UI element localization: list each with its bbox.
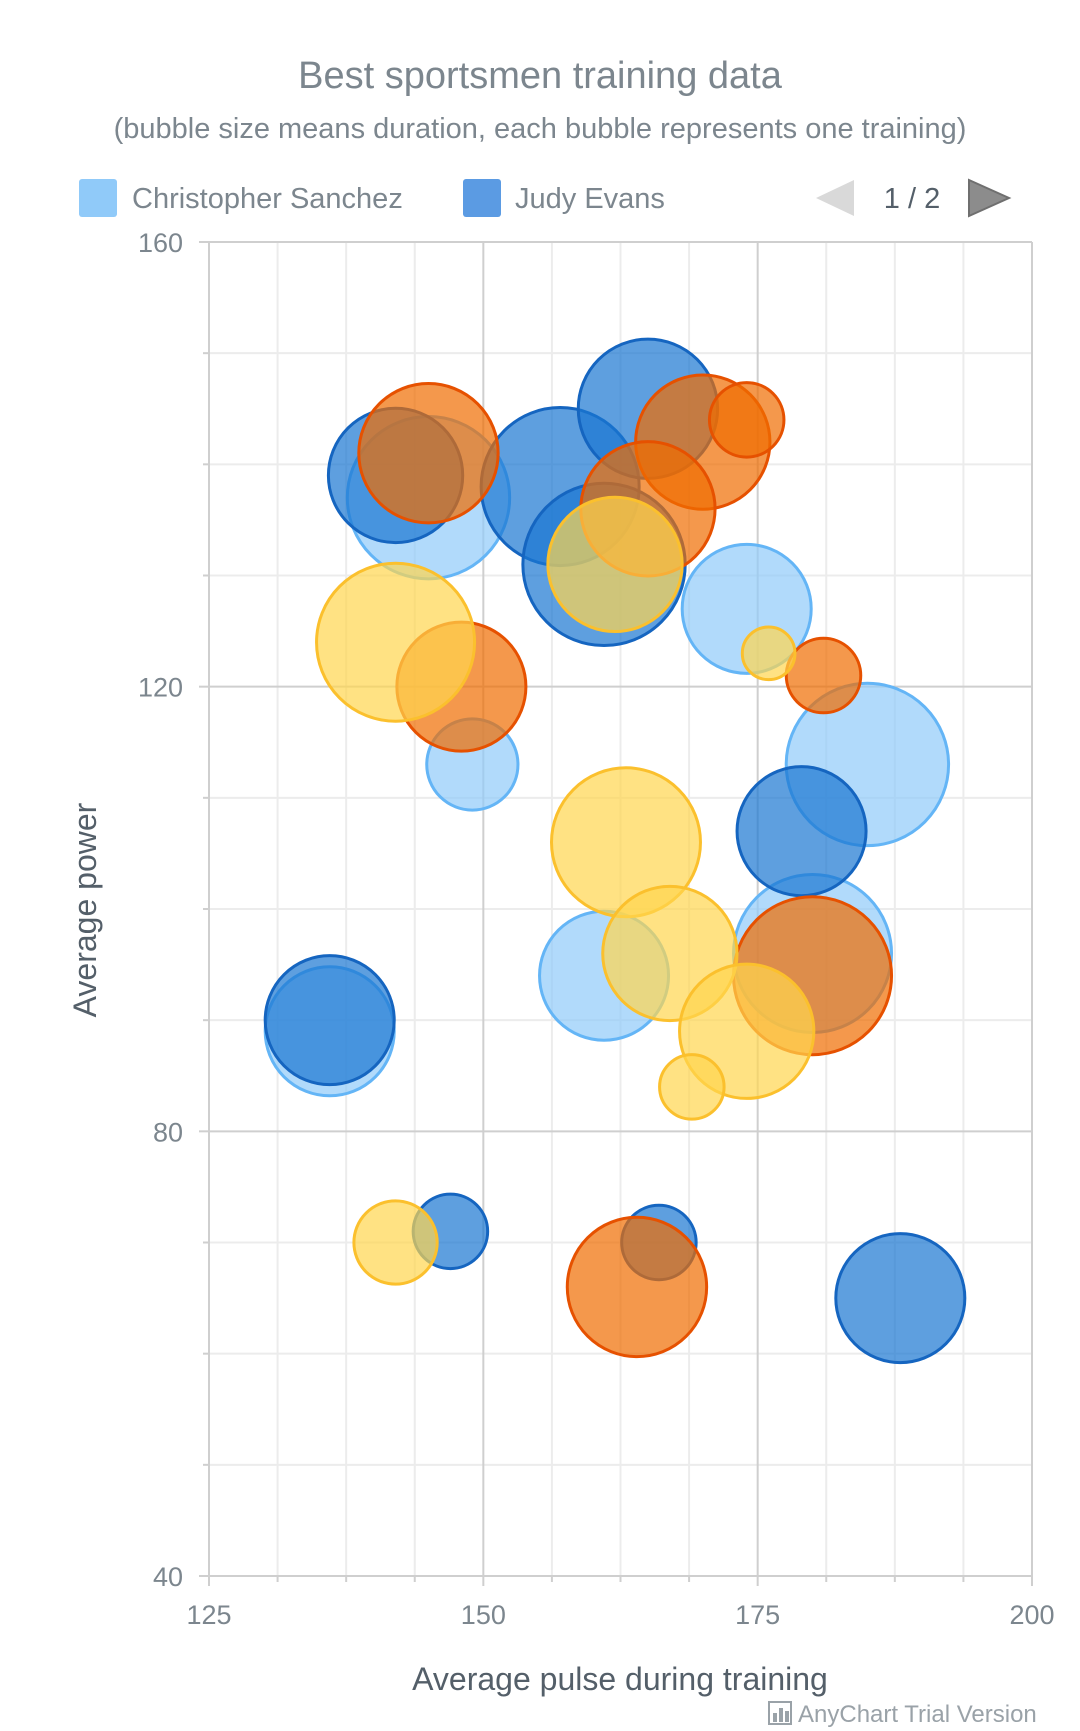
axis-layer: 125 150 175 200 40 80 120 160	[138, 228, 1055, 1630]
legend-pager: 1 / 2	[816, 178, 1012, 218]
bubble-orange-7	[565, 1215, 709, 1359]
y-tick-label: 120	[138, 673, 183, 703]
bubble-orange-0	[357, 382, 500, 525]
credits[interactable]: AnyChart Trial Version	[768, 1701, 1037, 1728]
bubble-yellow-7	[352, 1199, 439, 1286]
bubble-yellow-6	[658, 1053, 726, 1121]
triangle-right-icon[interactable]	[968, 178, 1012, 218]
bubble-yellow-0	[315, 561, 477, 723]
y-tick-label: 160	[138, 228, 183, 258]
y-tick-label: 40	[153, 1562, 183, 1592]
credits-text: AnyChart Trial Version	[798, 1701, 1037, 1728]
bubble-orange-5	[784, 636, 863, 715]
bubble-yellow-2	[740, 625, 797, 682]
y-axis-title: Average power	[67, 802, 103, 1017]
x-tick-label: 175	[735, 1600, 780, 1630]
chart-subtitle: (bubble size means duration, each bubble…	[114, 113, 967, 145]
bubble-judy-8	[834, 1232, 967, 1365]
legend: Christopher Sanchez Judy Evans 1 / 2	[79, 178, 1012, 218]
bubble-orange-2	[707, 381, 786, 459]
legend-item-christopher-sanchez[interactable]: Christopher Sanchez	[79, 179, 403, 217]
bubble-yellow-1	[546, 495, 684, 634]
bubble-layer	[263, 337, 967, 1365]
legend-marker-christopher-sanchez	[79, 179, 117, 217]
bar-chart-icon	[768, 1701, 792, 1725]
legend-label-christopher-sanchez: Christopher Sanchez	[132, 183, 403, 215]
y-tick-label: 80	[153, 1117, 183, 1147]
legend-item-judy-evans[interactable]: Judy Evans	[463, 179, 665, 217]
x-axis-title: Average pulse during training	[412, 1661, 828, 1697]
triangle-left-icon[interactable]	[816, 180, 854, 216]
chart-title: Best sportsmen training data	[298, 55, 783, 97]
x-tick-label: 150	[461, 1600, 506, 1630]
legend-label-judy-evans: Judy Evans	[515, 183, 665, 215]
bubble-judy-4	[735, 765, 868, 898]
x-tick-label: 200	[1009, 1600, 1054, 1630]
legend-marker-judy-evans	[463, 179, 501, 217]
bubble-judy-5	[263, 954, 396, 1087]
pager-text: 1 / 2	[884, 183, 940, 215]
x-tick-label: 125	[186, 1600, 231, 1630]
